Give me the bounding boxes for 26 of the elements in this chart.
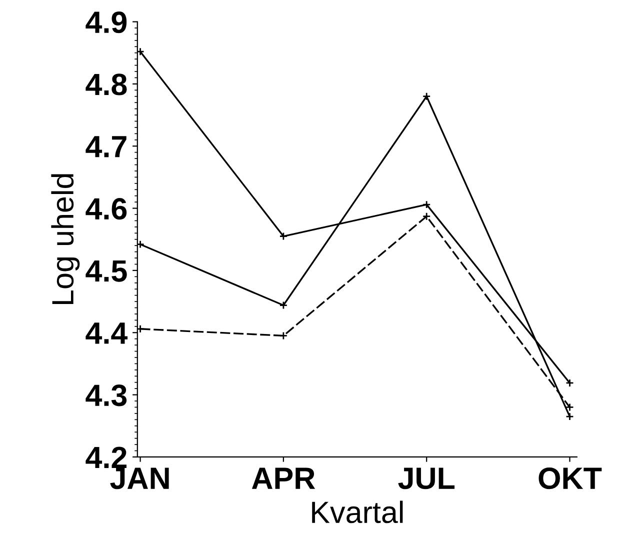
point — [279, 301, 288, 310]
y-tick-label: 4.4 — [86, 322, 128, 344]
y-axis-title: Log uheld — [51, 174, 80, 304]
point — [422, 200, 431, 209]
point — [422, 212, 431, 221]
y-tick-label: 4.3 — [86, 384, 127, 406]
point — [566, 403, 574, 412]
x-tick-label: JUL — [398, 468, 455, 490]
y-tick-label: 4.8 — [86, 74, 127, 96]
y-tick-label: 4.7 — [86, 136, 126, 158]
x-tick-label: JAN — [110, 468, 169, 490]
point — [137, 47, 144, 56]
y-tick-label: 4.2 — [86, 446, 126, 468]
y-tick-label: 4.9 — [86, 11, 127, 34]
point — [137, 240, 144, 248]
x-tick-label: APR — [252, 468, 316, 489]
point — [279, 332, 288, 340]
x-axis-title: Kvartal — [312, 500, 403, 524]
point — [137, 324, 144, 334]
y-tick-label: 4.5 — [86, 260, 127, 282]
x-tick-label: OKT — [538, 467, 602, 490]
y-tick-label: 4.6 — [86, 198, 127, 220]
point — [422, 92, 431, 101]
point — [566, 378, 574, 388]
point — [279, 232, 288, 240]
point — [566, 412, 574, 421]
